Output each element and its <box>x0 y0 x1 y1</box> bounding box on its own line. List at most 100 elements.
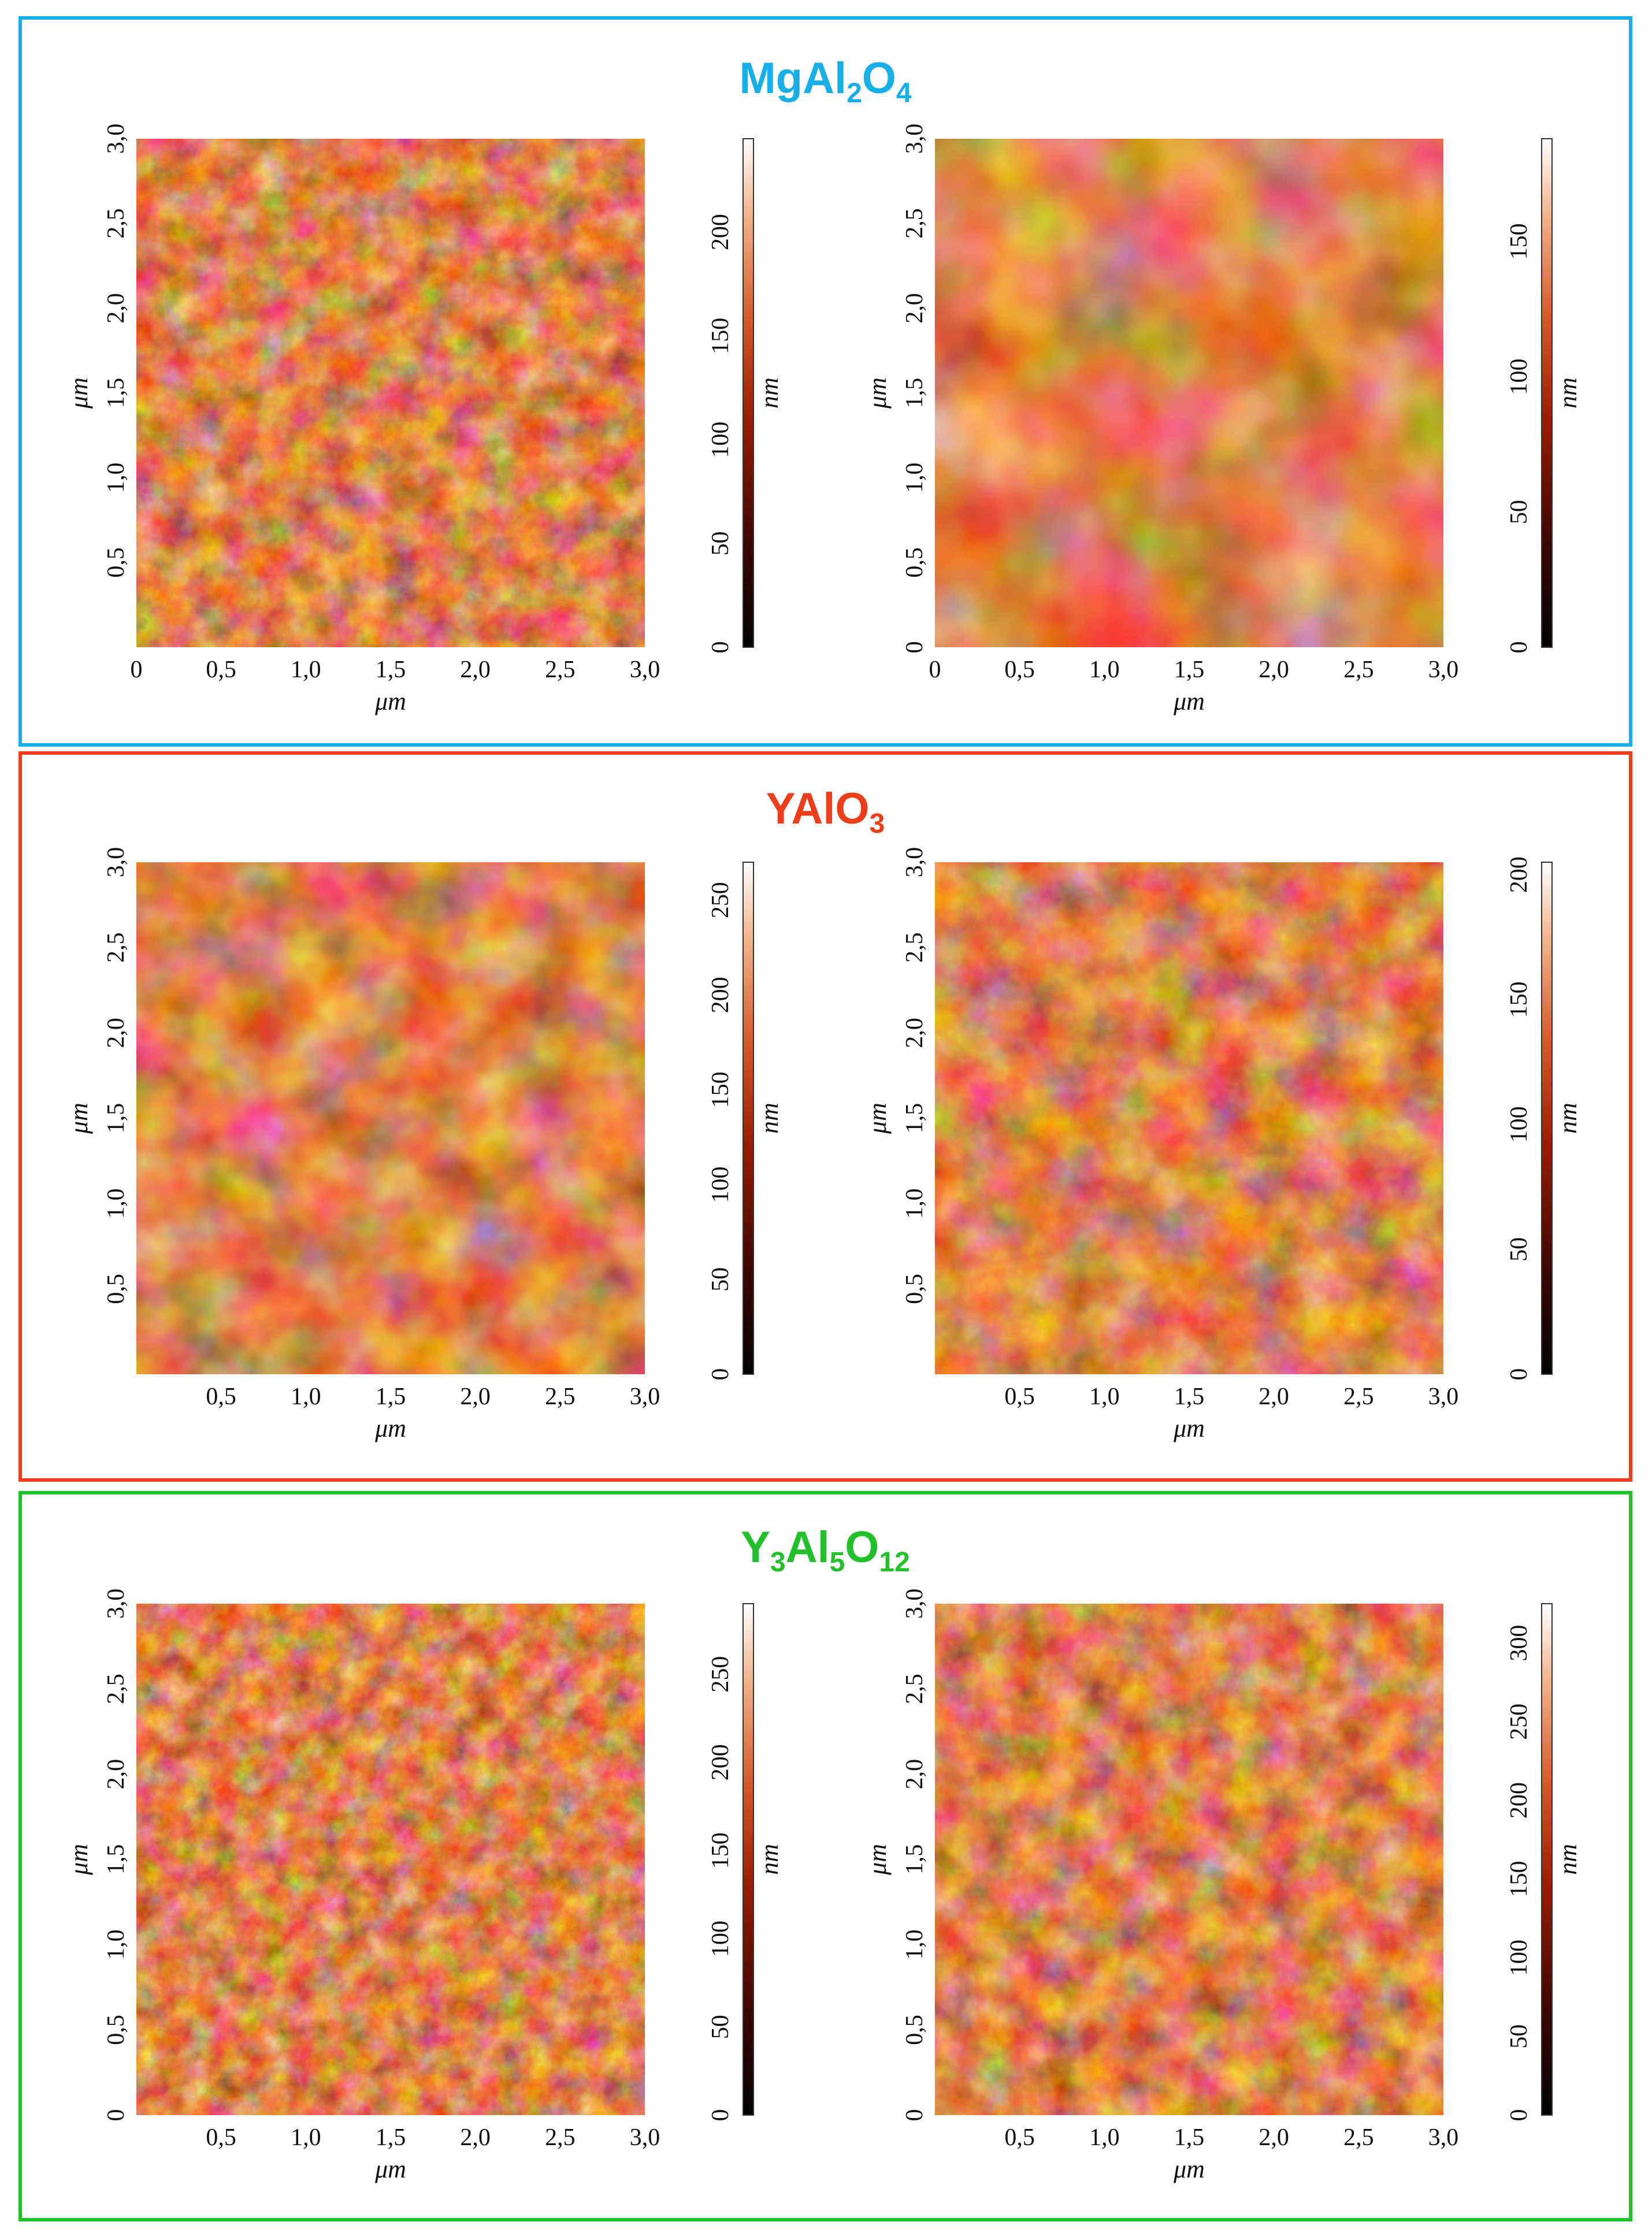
scale-unit-label: nm <box>1554 1844 1582 1875</box>
y-tick-label: 0 <box>103 2109 129 2121</box>
afm-panel-2-1: 0,5 1,0 1,5 2,0 2,5 3,0 0,5 1,0 1,5 2,0 2,5 3,0 μm μm… <box>65 847 784 1442</box>
x-tick-label: 2,5 <box>545 656 576 683</box>
y-tick-label: 1,0 <box>103 1188 129 1219</box>
x-tick-label: 3,0 <box>630 656 660 683</box>
x-axis-label: μm <box>1173 2155 1205 2183</box>
x-tick-label: 1,0 <box>1089 1383 1120 1410</box>
x-tick-label: 0,5 <box>206 2124 236 2151</box>
y-tick-label: 3,0 <box>901 1589 928 1619</box>
y-tick-label: 2,5 <box>901 1674 928 1704</box>
scale-tick-label: 200 <box>1506 1782 1532 1819</box>
y-axis-label: μm <box>863 377 892 409</box>
scale-tick-label: 100 <box>707 421 734 458</box>
x-tick-label: 1,5 <box>376 2124 406 2151</box>
scale-tick-label: 150 <box>1506 223 1532 259</box>
y-tick-label: 1,5 <box>901 1844 928 1875</box>
y-tick-label: 1,0 <box>901 1930 928 1960</box>
color-scale-bar <box>743 138 754 648</box>
afm-panel-1-1: 0,5 1,0 1,5 2,0 2,5 3,0 0 0,5 1,0 1,5 2,0 2,5 3,0 μm μ… <box>65 124 784 715</box>
y-tick-label: 1,0 <box>901 462 928 493</box>
x-tick-label: 2,5 <box>545 1383 576 1410</box>
x-tick-label: 3,0 <box>630 2124 660 2151</box>
y-tick-label: 1,5 <box>901 1103 928 1134</box>
x-tick-label: 0,5 <box>206 656 236 683</box>
x-tick-label: 2,0 <box>1259 2124 1289 2151</box>
x-axis-label: μm <box>374 2155 406 2183</box>
x-axis-label: μm <box>1173 1414 1205 1442</box>
y-tick-label: 2,0 <box>901 1018 928 1048</box>
y-tick-label: 0,5 <box>103 547 129 578</box>
afm-map-texture <box>935 139 1443 647</box>
afm-panel-3-1: 0 0,5 1,0 1,5 2,0 2,5 3,0 0,5 1,0 1,5 2,0 2,5 3,0 μm μ… <box>65 1589 784 2183</box>
y-tick-label: 3,0 <box>103 1589 129 1619</box>
y-axis-label: μm <box>863 1844 892 1876</box>
x-tick-label: 0 <box>929 656 941 683</box>
y-axis-label: μm <box>863 1103 892 1134</box>
scale-tick-label: 100 <box>707 1920 734 1957</box>
x-tick-label: 3,0 <box>630 1383 660 1410</box>
y-tick-label: 0,5 <box>103 2015 129 2045</box>
y-tick-label: 2,0 <box>103 1018 129 1048</box>
afm-panel-3-2: 0 0,5 1,0 1,5 2,0 2,5 3,0 0,5 1,0 1,5 2,0 2,5 3,0 μm μ… <box>863 1589 1582 2183</box>
x-tick-label: 0,5 <box>1004 1383 1035 1410</box>
y-tick-label: 3,0 <box>901 124 928 154</box>
scale-unit-label: nm <box>755 1103 784 1134</box>
scale-tick-label: 100 <box>707 1166 734 1203</box>
y-tick-label: 1,5 <box>103 378 129 409</box>
x-tick-label: 2,0 <box>1259 656 1289 683</box>
afm-panel-2-2: 0,5 1,0 1,5 2,0 2,5 3,0 0,5 1,0 1,5 2,0 2,5 3,0 μm μm… <box>863 847 1582 1442</box>
x-tick-label: 1,0 <box>1089 656 1120 683</box>
scale-tick-label: 150 <box>1506 1861 1532 1897</box>
scale-tick-label: 150 <box>1506 981 1532 1018</box>
scale-tick-label: 200 <box>707 977 734 1013</box>
afm-map-texture <box>935 862 1443 1374</box>
scale-tick-label: 0 <box>707 2109 734 2121</box>
scale-unit-label: nm <box>1554 377 1582 409</box>
scale-unit-label: nm <box>755 1844 784 1875</box>
y-axis-label: μm <box>65 1844 93 1876</box>
scale-tick-label: 0 <box>707 641 734 654</box>
afm-map-texture <box>935 1604 1443 2115</box>
color-scale-bar <box>1541 1603 1553 2116</box>
section-y3al5o12: Y3Al5O12 <box>18 1491 1632 2221</box>
y-tick-label: 2,0 <box>901 293 928 324</box>
x-tick-label: 1,0 <box>291 2124 321 2151</box>
section-title: Y3Al5O12 <box>741 1523 910 1578</box>
y-tick-label: 0,5 <box>901 1274 928 1304</box>
section-title: YAlO3 <box>766 784 885 840</box>
x-tick-label: 0 <box>131 656 143 683</box>
x-tick-label: 2,0 <box>460 1383 491 1410</box>
y-tick-label: 0,5 <box>901 2015 928 2045</box>
x-tick-label: 1,5 <box>376 1383 406 1410</box>
y-tick-label: 2,5 <box>901 932 928 963</box>
x-tick-label: 2,5 <box>545 2124 576 2151</box>
afm-map-texture <box>136 1604 645 2115</box>
scale-tick-label: 0 <box>707 1368 734 1381</box>
scale-tick-label: 50 <box>1506 1237 1532 1262</box>
y-tick-label: 0 <box>901 2109 928 2121</box>
scale-unit-label: nm <box>755 377 784 409</box>
section-title: MgAl2O4 <box>739 54 912 109</box>
afm-map-texture <box>136 139 645 647</box>
scale-tick-label: 150 <box>707 318 734 354</box>
y-tick-label: 3,0 <box>103 124 129 154</box>
scale-tick-label: 100 <box>1506 1939 1532 1976</box>
scale-tick-label: 100 <box>1506 1106 1532 1143</box>
afm-panel-1-2: 0 0,5 1,0 1,5 2,0 2,5 3,0 0 0,5 1,0 1,5 2,0 2,5 3,0 μm… <box>863 124 1582 715</box>
y-tick-label: 1,0 <box>103 1930 129 1960</box>
scale-tick-label: 50 <box>1506 500 1532 524</box>
y-tick-label: 0,5 <box>901 547 928 578</box>
y-tick-label: 3,0 <box>901 847 928 878</box>
color-scale-bar <box>743 1603 754 2116</box>
scale-tick-label: 250 <box>1506 1704 1532 1740</box>
x-tick-label: 0,5 <box>1004 2124 1035 2151</box>
scale-tick-label: 0 <box>1506 641 1532 654</box>
x-tick-label: 3,0 <box>1428 2124 1459 2151</box>
y-tick-label: 2,5 <box>103 932 129 963</box>
x-tick-label: 1,0 <box>291 656 321 683</box>
scale-tick-label: 150 <box>707 1833 734 1869</box>
color-scale-bar <box>743 862 754 1375</box>
y-tick-label: 2,5 <box>103 208 129 239</box>
y-tick-label: 2,0 <box>901 1759 928 1790</box>
